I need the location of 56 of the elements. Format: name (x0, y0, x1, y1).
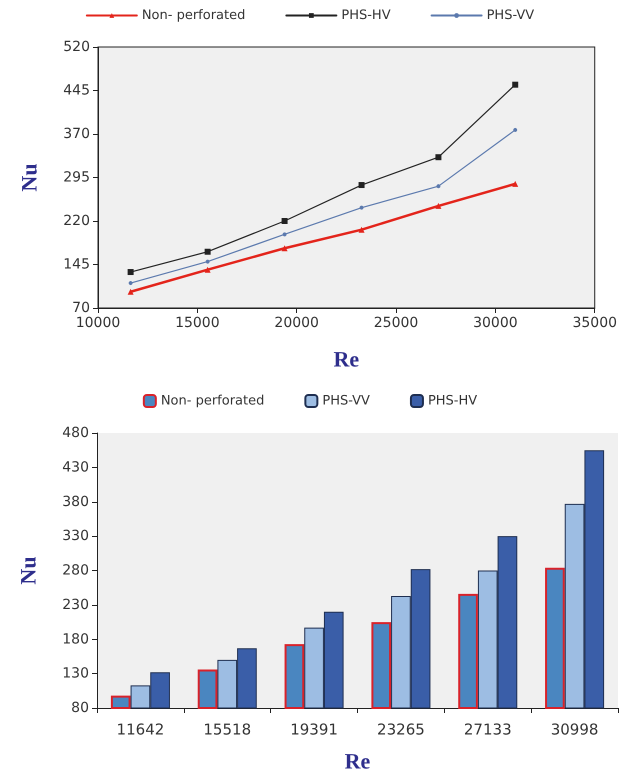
point (513, 128, 518, 132)
point (360, 206, 364, 210)
legend-label: PHS-VV (486, 8, 534, 23)
legend-label: Non- perforated (160, 394, 264, 408)
y-tick-label: 220 (63, 213, 90, 229)
y-tick-label: 520 (63, 39, 90, 55)
point (512, 180, 518, 187)
y-tick-label: 80 (71, 700, 89, 716)
point (512, 82, 518, 88)
point (204, 248, 211, 255)
y-tick-label: 480 (62, 425, 89, 441)
x-tick-label: 25000 (374, 315, 418, 331)
x-tick-label: 30000 (473, 315, 518, 331)
legend-label: PHS-VV (322, 394, 370, 408)
point (435, 202, 442, 209)
y-tick-label: 130 (62, 666, 89, 682)
y-tick-label: 380 (62, 494, 89, 510)
x-tick-label: 35000 (572, 315, 618, 331)
point (436, 184, 440, 188)
legend-label: Non- perforated (142, 8, 246, 23)
y-tick-label: 280 (62, 562, 89, 578)
point (282, 232, 287, 236)
point (206, 260, 210, 264)
x-tick-label: 19391 (290, 720, 338, 738)
y-tick-label: 70 (72, 300, 90, 316)
point (282, 245, 288, 252)
y-tick-label: 430 (62, 459, 89, 476)
x-tick-label: 10000 (76, 315, 120, 331)
legend-label: PHS-HV (428, 394, 478, 408)
x-tick-label: 20000 (274, 315, 319, 331)
y-tick-label: 180 (62, 631, 89, 648)
x-tick-label: 27133 (464, 720, 512, 738)
y-tick-label: 445 (63, 82, 90, 98)
x-axis-title: Re (344, 748, 371, 774)
point (128, 281, 133, 286)
x-tick-label: 15000 (175, 315, 220, 331)
x-tick-label: 15518 (203, 720, 252, 738)
x-axis-title: Re (334, 346, 360, 372)
point (358, 182, 365, 188)
y-axis-title: Nu (16, 163, 42, 192)
point (282, 218, 288, 224)
legend-label: PHS-HV (341, 8, 391, 23)
point (128, 269, 134, 276)
y-tick-label: 295 (63, 170, 90, 186)
x-tick-label: 23265 (377, 720, 425, 738)
point (358, 226, 365, 233)
y-tick-label: 370 (63, 126, 90, 142)
y-axis-title: Nu (16, 556, 40, 585)
point (128, 288, 134, 295)
point (435, 154, 442, 160)
y-tick-label: 230 (62, 596, 89, 613)
y-tick-label: 145 (63, 256, 90, 272)
y-tick-label: 330 (62, 528, 89, 544)
x-tick-label: 11642 (116, 720, 164, 738)
point (204, 266, 211, 273)
x-tick-label: 30998 (550, 720, 598, 738)
